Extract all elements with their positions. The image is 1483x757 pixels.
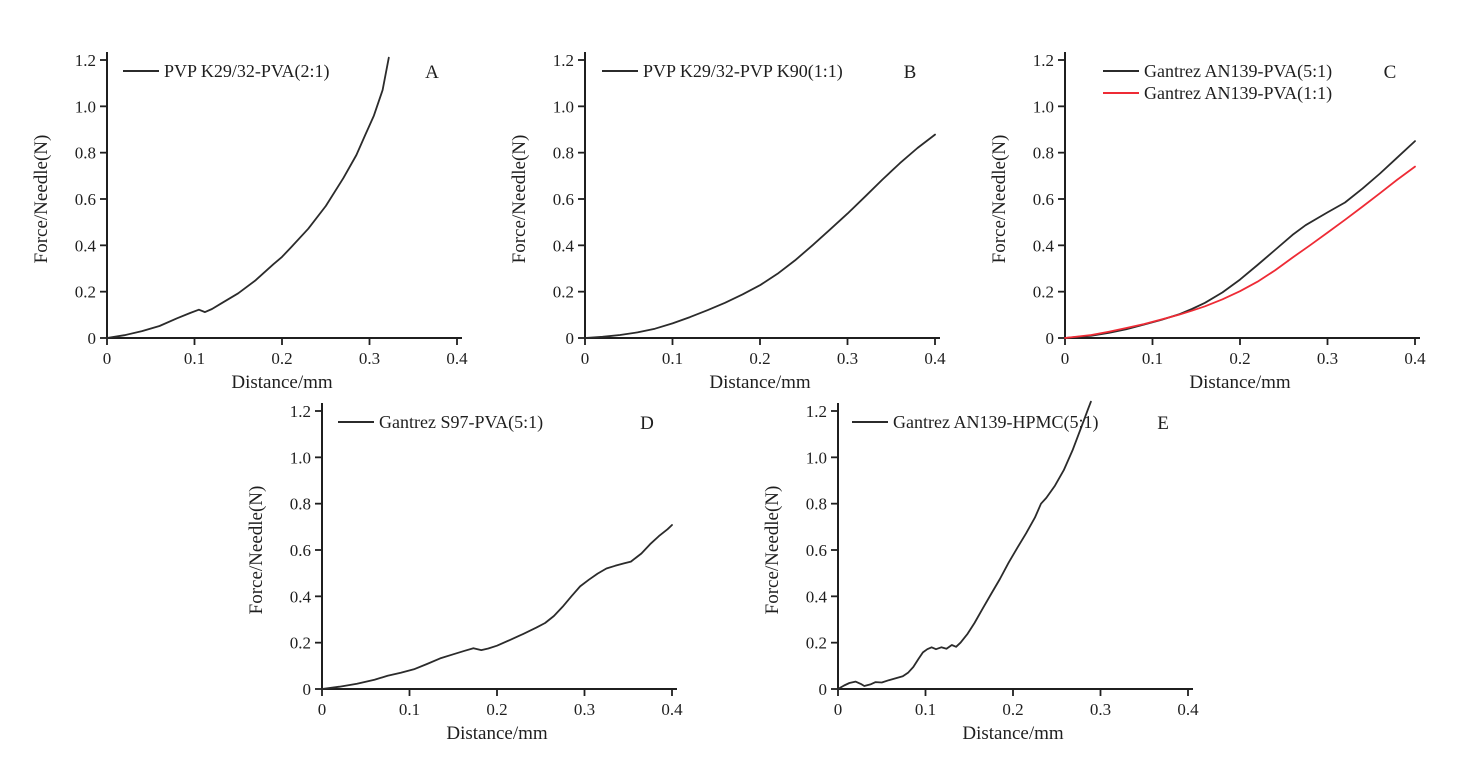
y-tick-label: 0.2 xyxy=(75,283,96,302)
y-tick-label: 0 xyxy=(819,680,828,699)
x-tick-label: 0.1 xyxy=(662,349,683,368)
y-tick-label: 1.2 xyxy=(290,402,311,421)
y-tick-label: 0 xyxy=(566,329,575,348)
x-axis-title: Distance/mm xyxy=(446,723,548,744)
x-tick-label: 0.1 xyxy=(1142,349,1163,368)
x-tick-label: 0.1 xyxy=(399,700,420,719)
x-tick-label: 0.4 xyxy=(924,349,946,368)
series-curve-1 xyxy=(837,400,1092,690)
y-axis-title: Force/Needle(N) xyxy=(762,486,783,615)
x-tick-label: 0.1 xyxy=(184,349,205,368)
y-tick-label: 1.2 xyxy=(806,402,827,421)
x-axis-title: Distance/mm xyxy=(231,372,333,393)
y-tick-label: 1.0 xyxy=(75,97,96,116)
y-tick-label: 1.2 xyxy=(75,51,96,70)
y-tick-label: 1.2 xyxy=(553,51,574,70)
x-axis-title: Distance/mm xyxy=(709,372,811,393)
y-tick-label: 1.2 xyxy=(1033,51,1054,70)
chart-panel-d: 0 0.2 0.4 0.6 0.8 1.0 1.2 0 0.1 0.2 0.3 0.4 Distance… xyxy=(234,389,709,749)
panel-letter: D xyxy=(640,413,654,434)
chart-svg-e: 0 0.2 0.4 0.6 0.8 1.0 1.2 0 0.1 0.2 0.3 0.4 Distance… xyxy=(762,400,1199,744)
x-tick-label: 0 xyxy=(103,349,112,368)
x-tick-label: 0.4 xyxy=(661,700,683,719)
x-tick-label: 0 xyxy=(834,700,843,719)
x-tick-label: 0 xyxy=(581,349,590,368)
x-tick-label: 0.1 xyxy=(915,700,936,719)
y-axis-title: Force/Needle(N) xyxy=(31,135,52,264)
x-tick-label: 0.2 xyxy=(1002,700,1023,719)
series-curve-1 xyxy=(106,56,390,339)
x-tick-label: 0.3 xyxy=(359,349,380,368)
chart-panel-b: 0 0.2 0.4 0.6 0.8 1.0 1.2 0 0.1 0.2 0.3 0.4 Distance… xyxy=(497,38,972,398)
panel-letter: A xyxy=(425,62,439,83)
y-tick-label: 0.6 xyxy=(806,541,827,560)
series-curve-1 xyxy=(321,524,673,690)
y-tick-label: 0 xyxy=(88,329,97,348)
y-tick-label: 0.4 xyxy=(75,236,97,255)
y-tick-label: 0.6 xyxy=(1033,190,1054,209)
y-tick-label: 0.6 xyxy=(290,541,311,560)
y-axis-title: Force/Needle(N) xyxy=(509,135,530,264)
y-tick-label: 0.8 xyxy=(290,495,311,514)
legend-label: PVP K29/32-PVA(2:1) xyxy=(164,61,330,82)
legend-label: Gantrez AN139-PVA(5:1) xyxy=(1144,61,1332,82)
y-tick-label: 1.0 xyxy=(290,448,311,467)
y-tick-label: 0.6 xyxy=(75,190,96,209)
y-tick-label: 0.2 xyxy=(1033,283,1054,302)
x-tick-label: 0 xyxy=(1061,349,1070,368)
y-tick-label: 0.4 xyxy=(553,236,575,255)
y-axis-title: Force/Needle(N) xyxy=(989,135,1010,264)
x-tick-label: 0.3 xyxy=(574,700,595,719)
x-tick-label: 0.4 xyxy=(1177,700,1199,719)
y-tick-label: 0.4 xyxy=(290,587,312,606)
x-tick-label: 0.2 xyxy=(749,349,770,368)
legend-label: Gantrez AN139-PVA(1:1) xyxy=(1144,83,1332,104)
y-axis-title: Force/Needle(N) xyxy=(246,486,267,615)
x-tick-label: 0.4 xyxy=(1404,349,1426,368)
y-tick-label: 0.4 xyxy=(1033,236,1055,255)
x-tick-label: 0 xyxy=(318,700,327,719)
x-tick-label: 0.3 xyxy=(1317,349,1338,368)
y-tick-label: 0.8 xyxy=(553,144,574,163)
y-tick-label: 0.8 xyxy=(806,495,827,514)
y-tick-label: 0 xyxy=(303,680,312,699)
chart-panel-a: 0 0.2 0.4 0.6 0.8 1.0 1.2 0 0.1 0.2 0.3 0.4 Distance… xyxy=(19,38,494,398)
x-axis-title: Distance/mm xyxy=(1189,372,1291,393)
legend-label: PVP K29/32-PVP K90(1:1) xyxy=(643,61,843,82)
x-tick-label: 0.3 xyxy=(1090,700,1111,719)
x-axis-title: Distance/mm xyxy=(962,723,1064,744)
chart-svg-b: 0 0.2 0.4 0.6 0.8 1.0 1.2 0 0.1 0.2 0.3 0.4 Distance… xyxy=(509,51,946,393)
y-tick-label: 0.2 xyxy=(806,634,827,653)
series-curve-2 xyxy=(1064,165,1416,339)
chart-panel-e: 0 0.2 0.4 0.6 0.8 1.0 1.2 0 0.1 0.2 0.3 0.4 Distance… xyxy=(750,389,1225,749)
y-tick-label: 0.4 xyxy=(806,587,828,606)
y-tick-label: 0 xyxy=(1046,329,1055,348)
series-curve-1 xyxy=(584,133,936,339)
chart-panel-c: 0 0.2 0.4 0.6 0.8 1.0 1.2 0 0.1 0.2 0.3 0.4 Distance… xyxy=(977,38,1452,398)
y-tick-label: 0.2 xyxy=(553,283,574,302)
panel-letter: C xyxy=(1384,62,1397,83)
panel-letter: E xyxy=(1157,413,1169,434)
legend-label: Gantrez AN139-HPMC(5:1) xyxy=(893,412,1098,433)
panel-letter: B xyxy=(904,62,917,83)
x-tick-label: 0.2 xyxy=(271,349,292,368)
x-tick-label: 0.3 xyxy=(837,349,858,368)
y-tick-label: 1.0 xyxy=(553,97,574,116)
y-tick-label: 0.6 xyxy=(553,190,574,209)
y-tick-label: 1.0 xyxy=(806,448,827,467)
y-tick-label: 0.2 xyxy=(290,634,311,653)
legend-label: Gantrez S97-PVA(5:1) xyxy=(379,412,543,433)
y-tick-label: 0.8 xyxy=(75,144,96,163)
chart-svg-c: 0 0.2 0.4 0.6 0.8 1.0 1.2 0 0.1 0.2 0.3 0.4 Distance… xyxy=(989,51,1426,393)
x-tick-label: 0.2 xyxy=(486,700,507,719)
x-tick-label: 0.2 xyxy=(1229,349,1250,368)
chart-svg-a: 0 0.2 0.4 0.6 0.8 1.0 1.2 0 0.1 0.2 0.3 0.4 Distance… xyxy=(31,51,468,393)
x-tick-label: 0.4 xyxy=(446,349,468,368)
chart-svg-d: 0 0.2 0.4 0.6 0.8 1.0 1.2 0 0.1 0.2 0.3 0.4 Distance… xyxy=(246,402,683,744)
y-tick-label: 1.0 xyxy=(1033,97,1054,116)
y-tick-label: 0.8 xyxy=(1033,144,1054,163)
series-curve-1 xyxy=(1064,140,1416,339)
